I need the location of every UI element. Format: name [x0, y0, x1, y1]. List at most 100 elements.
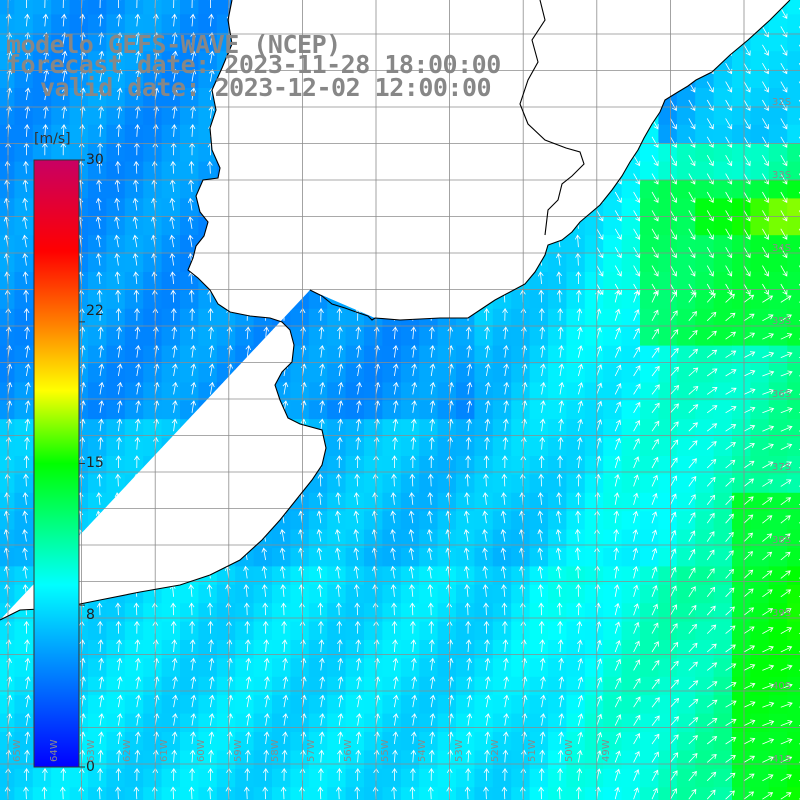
- wind-arrow: [632, 510, 639, 524]
- wind-arrow: [170, 308, 177, 321]
- speed-cell: [511, 566, 531, 586]
- wind-arrow: [613, 547, 619, 561]
- speed-cell: [548, 456, 567, 475]
- wind-arrow: [245, 694, 252, 708]
- speed-cell: [787, 382, 800, 402]
- speed-cell: [235, 750, 255, 770]
- speed-cell: [253, 364, 273, 383]
- speed-cell: [143, 161, 163, 181]
- wind-arrow: [335, 529, 341, 542]
- wind-arrow: [61, 105, 68, 119]
- speed-cell: [695, 106, 715, 126]
- speed-cell: [419, 143, 439, 163]
- speed-cell: [787, 216, 800, 236]
- speed-cell: [124, 308, 144, 328]
- speed-cell: [603, 566, 623, 586]
- speed-cell: [198, 143, 218, 163]
- wind-arrow: [575, 602, 582, 616]
- speed-cell: [474, 32, 494, 52]
- speed-cell: [566, 474, 586, 494]
- speed-cell: [180, 750, 199, 770]
- wind-arrow: [135, 363, 141, 377]
- speed-cell: [492, 474, 512, 494]
- speed-cell: [621, 69, 641, 89]
- wind-arrow: [172, 50, 178, 64]
- wind-arrow: [208, 713, 215, 726]
- wind-arrow: [670, 716, 680, 726]
- speed-cell: [161, 364, 181, 383]
- speed-cell: [676, 106, 696, 126]
- speed-cell: [713, 235, 733, 255]
- wind-arrow: [780, 7, 788, 20]
- wind-arrow: [318, 105, 325, 119]
- wind-arrow: [280, 252, 286, 266]
- wind-arrow: [95, 510, 102, 524]
- wind-arrow: [336, 749, 343, 763]
- wind-arrow: [97, 326, 104, 340]
- speed-cell: [382, 492, 402, 512]
- speed-cell: [750, 456, 770, 475]
- speed-cell: [584, 492, 604, 512]
- wind-arrow: [503, 69, 509, 82]
- speed-cell: [768, 180, 788, 199]
- wind-arrow: [97, 124, 104, 137]
- speed-cell: [124, 548, 144, 567]
- speed-cell: [566, 308, 586, 328]
- wind-arrow: [115, 602, 121, 616]
- wind-arrow: [208, 326, 214, 340]
- wind-arrow: [706, 789, 716, 800]
- speed-cell: [253, 768, 273, 788]
- wind-arrow: [762, 497, 773, 506]
- speed-cell: [14, 787, 34, 800]
- speed-cell: [143, 584, 163, 604]
- wind-arrow: [464, 179, 470, 193]
- speed-cell: [640, 308, 659, 328]
- wind-arrow: [353, 565, 360, 579]
- wind-arrow: [116, 105, 123, 119]
- speed-cell: [345, 603, 365, 623]
- speed-cell: [713, 492, 733, 512]
- wind-arrow: [354, 0, 361, 9]
- speed-cell: [290, 253, 310, 273]
- speed-cell: [253, 603, 273, 623]
- wind-arrow: [116, 657, 123, 671]
- speed-cell: [51, 0, 71, 15]
- wind-arrow: [688, 386, 699, 395]
- wind-arrow: [521, 13, 527, 27]
- speed-cell: [437, 621, 457, 641]
- wind-arrow: [577, 363, 584, 377]
- speed-cell: [492, 787, 512, 800]
- speed-cell: [14, 69, 34, 89]
- wind-arrow: [540, 676, 546, 689]
- speed-cell: [658, 529, 678, 549]
- speed-cell: [88, 676, 107, 696]
- speed-cell: [106, 327, 126, 347]
- wind-arrow: [429, 731, 436, 745]
- speed-cell: [456, 787, 475, 800]
- speed-cell: [492, 419, 512, 439]
- wind-arrow: [411, 344, 417, 358]
- speed-cell: [216, 345, 236, 365]
- speed-cell: [32, 106, 52, 126]
- wind-arrow: [98, 50, 105, 64]
- speed-cell: [308, 713, 328, 733]
- speed-cell: [419, 676, 439, 696]
- wind-arrow: [390, 584, 397, 597]
- wind-arrow: [633, 265, 641, 277]
- wind-arrow: [356, 381, 362, 395]
- speed-cell: [584, 308, 604, 328]
- speed-cell: [88, 124, 107, 144]
- speed-cell: [548, 548, 567, 567]
- speed-cell: [382, 106, 402, 126]
- speed-cell: [695, 272, 715, 291]
- wind-arrow: [633, 659, 641, 671]
- speed-cell: [180, 566, 199, 586]
- speed-cell: [529, 750, 549, 770]
- wind-arrow: [465, 142, 471, 156]
- speed-cell: [88, 787, 107, 800]
- wind-arrow: [519, 160, 526, 174]
- speed-cell: [88, 548, 107, 567]
- speed-cell: [603, 106, 623, 126]
- speed-cell: [364, 658, 383, 678]
- speed-cell: [492, 180, 512, 199]
